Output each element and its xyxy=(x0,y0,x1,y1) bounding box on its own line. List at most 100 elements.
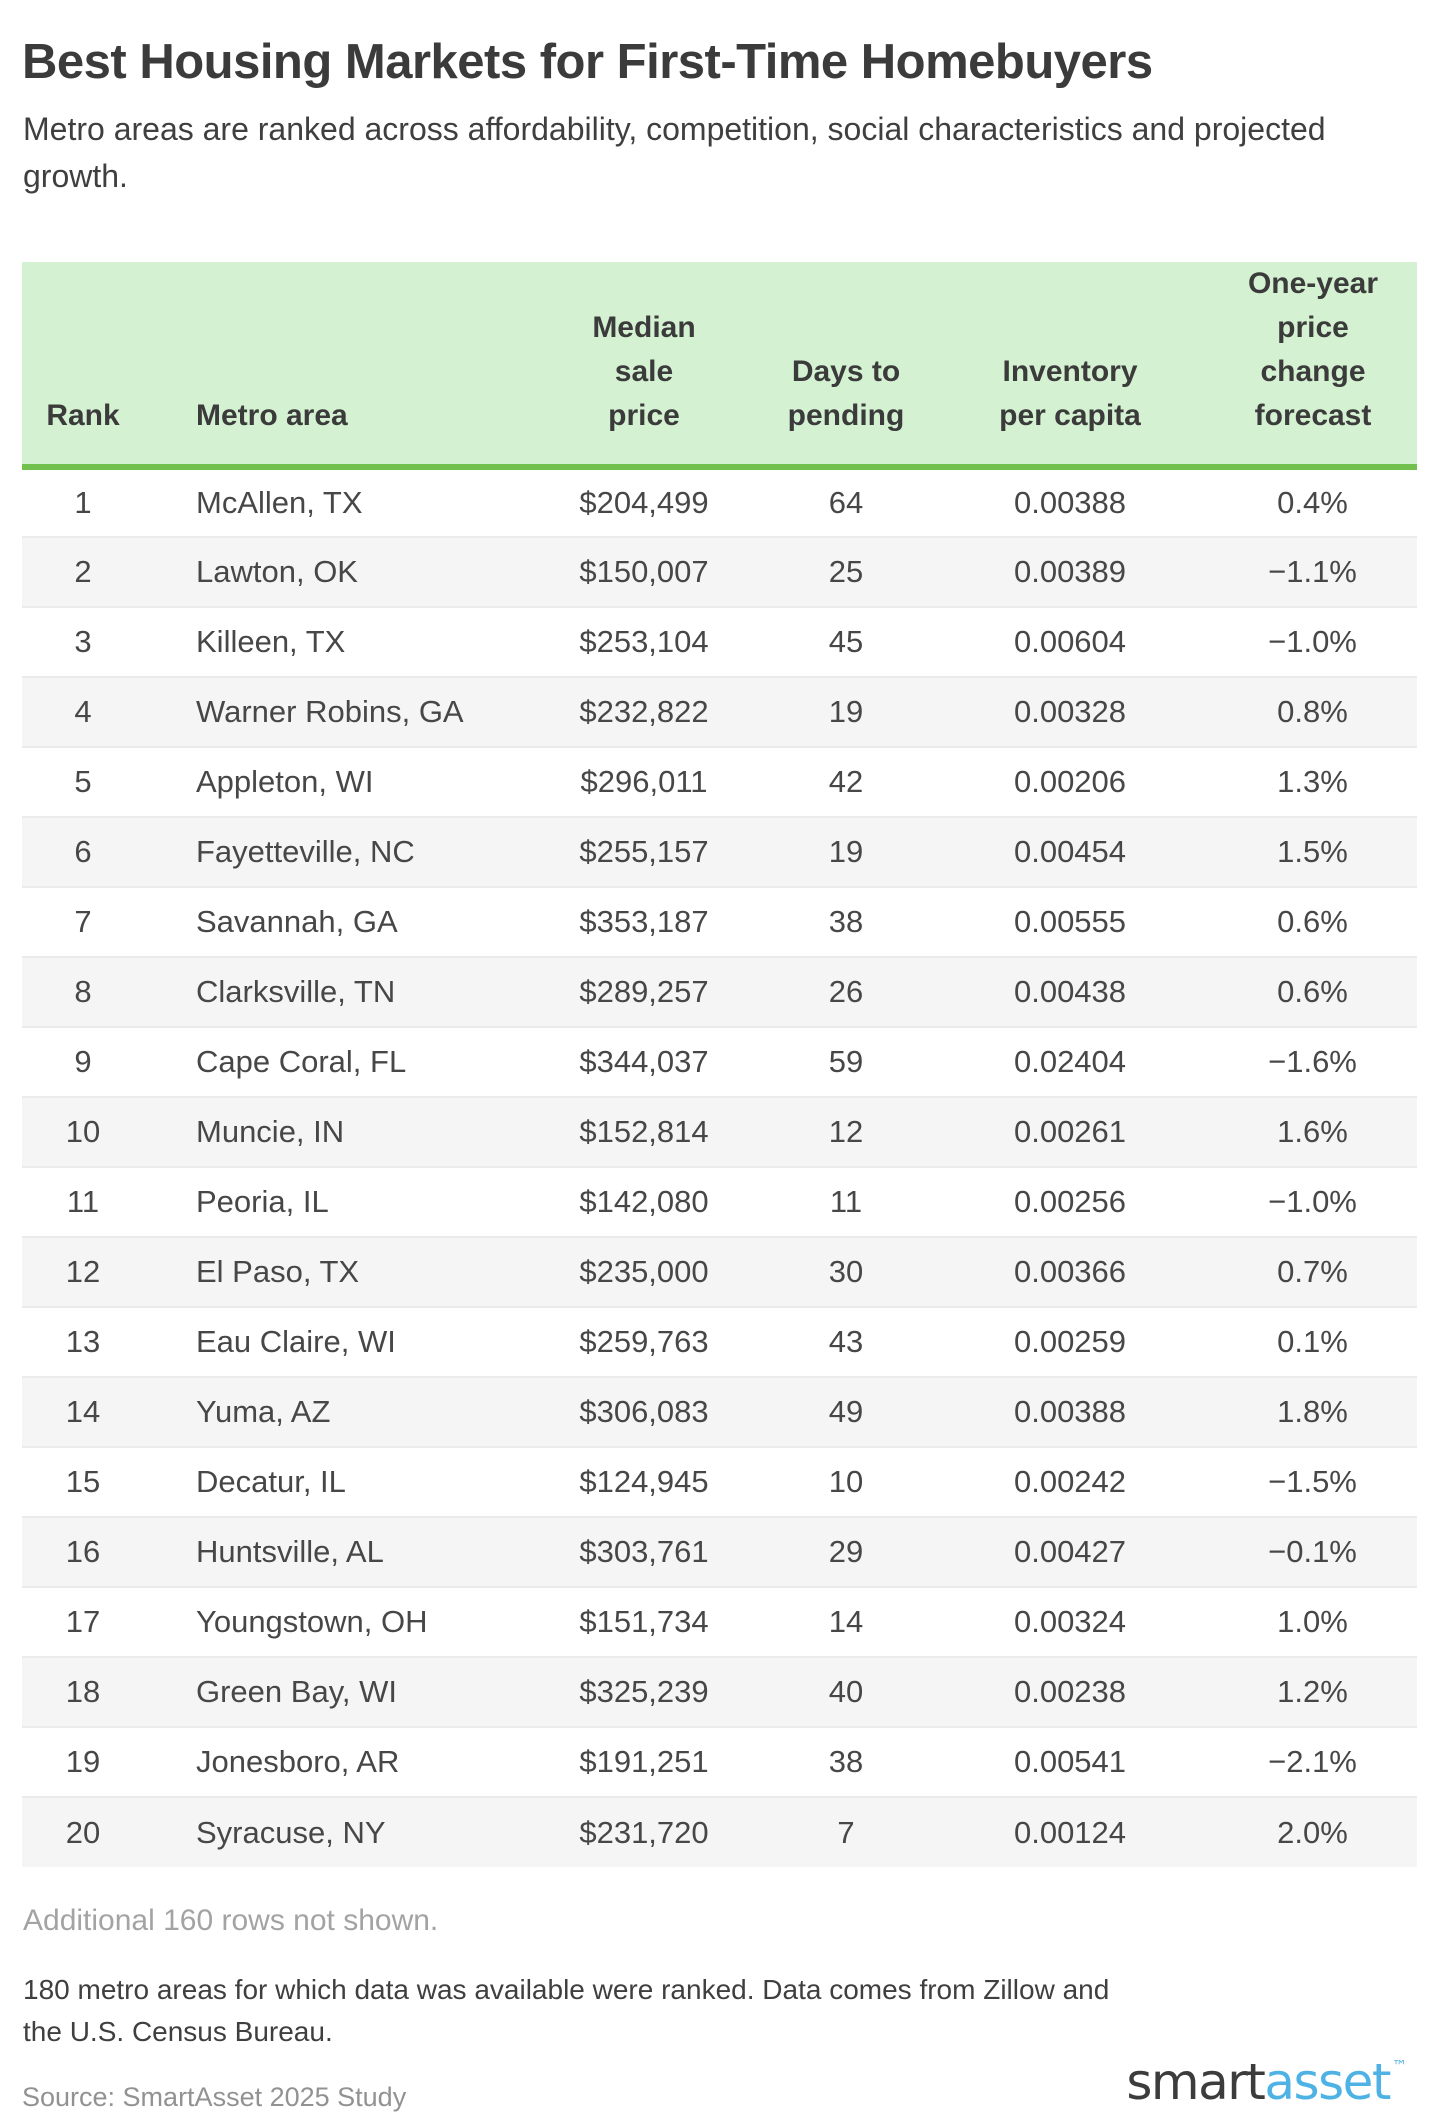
trademark-symbol: ™ xyxy=(1392,2057,1407,2076)
rank-cell: 10 xyxy=(22,1096,144,1168)
rank-cell: 17 xyxy=(22,1586,144,1658)
metro-area-cell: Fayetteville, NC xyxy=(144,816,544,888)
price-forecast-cell: 0.7% xyxy=(1192,1236,1417,1308)
methodology-line-2: the U.S. Census Bureau. xyxy=(23,2016,333,2048)
price-forecast-cell: −0.1% xyxy=(1192,1516,1417,1588)
metro-area-cell: Lawton, OK xyxy=(144,536,544,608)
median-sale-price-cell: $152,814 xyxy=(544,1096,744,1168)
inventory-per-capita-cell: 0.00328 xyxy=(948,676,1192,748)
source-credit: Source: SmartAsset 2025 Study xyxy=(22,2082,407,2113)
price-forecast-cell: 0.1% xyxy=(1192,1306,1417,1378)
median-sale-price-cell: $255,157 xyxy=(544,816,744,888)
median-sale-price-cell: $303,761 xyxy=(544,1516,744,1588)
inventory-per-capita-cell: 0.00388 xyxy=(948,1376,1192,1448)
median-sale-price-cell: $353,187 xyxy=(544,886,744,958)
days-to-pending-cell: 10 xyxy=(744,1446,948,1518)
rank-cell: 8 xyxy=(22,956,144,1028)
inventory-per-capita-cell: 0.00541 xyxy=(948,1726,1192,1798)
table-header: Rank Metro area Median sale price Days to p… xyxy=(22,262,1417,471)
table-row: 6 Fayetteville, NC $255,157 19 0.00454 1… xyxy=(22,816,1417,888)
days-to-pending-cell: 25 xyxy=(744,536,948,608)
column-header-metro-area: Metro area xyxy=(144,262,544,471)
days-to-pending-cell: 38 xyxy=(744,886,948,958)
column-header-median-sale-price: Median sale price xyxy=(544,262,744,471)
days-to-pending-cell: 45 xyxy=(744,606,948,678)
column-header-rank: Rank xyxy=(22,262,144,471)
inventory-per-capita-cell: 0.00555 xyxy=(948,886,1192,958)
days-to-pending-cell: 19 xyxy=(744,676,948,748)
rank-cell: 9 xyxy=(22,1026,144,1098)
rank-cell: 15 xyxy=(22,1446,144,1518)
inventory-per-capita-cell: 0.00206 xyxy=(948,746,1192,818)
inventory-per-capita-cell: 0.00438 xyxy=(948,956,1192,1028)
inventory-per-capita-cell: 0.00324 xyxy=(948,1586,1192,1658)
metro-area-cell: Huntsville, AL xyxy=(144,1516,544,1588)
rank-cell: 11 xyxy=(22,1166,144,1238)
rankings-table: Rank Metro area Median sale price Days to p… xyxy=(22,262,1417,1868)
inventory-per-capita-cell: 0.00454 xyxy=(948,816,1192,888)
median-sale-price-cell: $289,257 xyxy=(544,956,744,1028)
rank-cell: 6 xyxy=(22,816,144,888)
metro-area-cell: Warner Robins, GA xyxy=(144,676,544,748)
logo-text-smart: smart xyxy=(1126,2053,1266,2112)
rank-cell: 12 xyxy=(22,1236,144,1308)
table-row: 14 Yuma, AZ $306,083 49 0.00388 1.8% xyxy=(22,1376,1417,1448)
median-sale-price-cell: $296,011 xyxy=(544,746,744,818)
methodology-note: 180 metro areas for which data was avail… xyxy=(23,1969,1417,2053)
median-sale-price-cell: $259,763 xyxy=(544,1306,744,1378)
metro-area-cell: Youngstown, OH xyxy=(144,1586,544,1658)
price-forecast-cell: 1.0% xyxy=(1192,1586,1417,1658)
median-sale-price-cell: $231,720 xyxy=(544,1796,744,1868)
days-to-pending-cell: 30 xyxy=(744,1236,948,1308)
infographic-page: Best Housing Markets for First-Time Home… xyxy=(22,34,1417,2123)
median-sale-price-cell: $142,080 xyxy=(544,1166,744,1238)
days-to-pending-cell: 11 xyxy=(744,1166,948,1238)
inventory-per-capita-cell: 0.00242 xyxy=(948,1446,1192,1518)
inventory-per-capita-cell: 0.00256 xyxy=(948,1166,1192,1238)
metro-area-cell: Savannah, GA xyxy=(144,886,544,958)
page-subtitle: Metro areas are ranked across affordabil… xyxy=(23,111,1326,195)
column-header-inventory-per-capita: Inventory per capita xyxy=(948,262,1192,471)
table-row: 19 Jonesboro, AR $191,251 38 0.00541 −2.… xyxy=(22,1726,1417,1798)
table-row: 17 Youngstown, OH $151,734 14 0.00324 1.… xyxy=(22,1586,1417,1658)
price-forecast-cell: −1.0% xyxy=(1192,1166,1417,1238)
table-row: 1 McAllen, TX $204,499 64 0.00388 0.4% xyxy=(22,467,1417,537)
price-forecast-cell: 0.6% xyxy=(1192,886,1417,958)
inventory-per-capita-cell: 0.00124 xyxy=(948,1796,1192,1868)
price-forecast-cell: 2.0% xyxy=(1192,1796,1417,1868)
rank-cell: 4 xyxy=(22,676,144,748)
metro-area-cell: Clarksville, TN xyxy=(144,956,544,1028)
median-sale-price-cell: $151,734 xyxy=(544,1586,744,1658)
days-to-pending-cell: 64 xyxy=(828,485,864,521)
table-header-row: Rank Metro area Median sale price Days to p… xyxy=(22,262,1417,471)
rank-cell: 3 xyxy=(22,606,144,678)
inventory-per-capita-cell: 0.02404 xyxy=(948,1026,1192,1098)
rank-cell: 1 xyxy=(74,485,92,521)
price-forecast-cell: 1.5% xyxy=(1192,816,1417,888)
median-sale-price-cell: $124,945 xyxy=(544,1446,744,1518)
smartasset-logo: smartasset ™ xyxy=(1126,2053,1417,2123)
median-sale-price-cell: $253,104 xyxy=(544,606,744,678)
table-row: 20 Syracuse, NY $231,720 7 0.00124 2.0% xyxy=(22,1796,1417,1868)
table-row: 12 El Paso, TX $235,000 30 0.00366 0.7% xyxy=(22,1236,1417,1308)
rank-cell: 18 xyxy=(22,1656,144,1728)
metro-area-cell: Jonesboro, AR xyxy=(144,1726,544,1798)
median-sale-price-cell: $235,000 xyxy=(544,1236,744,1308)
table-row: 3 Killeen, TX $253,104 45 0.00604 −1.0% xyxy=(22,606,1417,678)
metro-area-cell: Muncie, IN xyxy=(144,1096,544,1168)
rank-cell: 2 xyxy=(22,536,144,608)
price-forecast-cell: −1.6% xyxy=(1192,1026,1417,1098)
metro-area-cell: Yuma, AZ xyxy=(144,1376,544,1448)
additional-rows-note: Additional 160 rows not shown. xyxy=(23,1904,439,1938)
metro-area-cell: Decatur, IL xyxy=(144,1446,544,1518)
table-row: 18 Green Bay, WI $325,239 40 0.00238 1.2… xyxy=(22,1656,1417,1728)
inventory-per-capita-cell: 0.00388 xyxy=(1013,485,1127,521)
inventory-per-capita-cell: 0.00427 xyxy=(948,1516,1192,1588)
days-to-pending-cell: 42 xyxy=(744,746,948,818)
days-to-pending-cell: 40 xyxy=(744,1656,948,1728)
median-sale-price-cell: $306,083 xyxy=(544,1376,744,1448)
metro-area-cell: Peoria, IL xyxy=(144,1166,544,1238)
table-row: 16 Huntsville, AL $303,761 29 0.00427 −0… xyxy=(22,1516,1417,1588)
price-forecast-cell: 1.6% xyxy=(1192,1096,1417,1168)
median-sale-price-cell: $150,007 xyxy=(544,536,744,608)
